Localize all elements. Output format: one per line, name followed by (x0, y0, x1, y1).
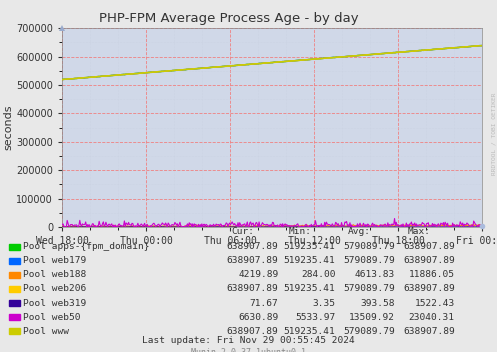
Text: Pool www: Pool www (23, 327, 70, 336)
Text: 3.35: 3.35 (313, 298, 335, 308)
Text: 393.58: 393.58 (361, 298, 395, 308)
Text: 519235.41: 519235.41 (284, 242, 335, 251)
Text: Pool web206: Pool web206 (23, 284, 86, 294)
Text: Cur:: Cur: (231, 227, 254, 236)
Text: 638907.89: 638907.89 (227, 242, 278, 251)
Text: Min:: Min: (288, 227, 311, 236)
Text: 579089.79: 579089.79 (343, 242, 395, 251)
Text: 638907.89: 638907.89 (403, 242, 455, 251)
Text: Pool web319: Pool web319 (23, 298, 86, 308)
Text: 5533.97: 5533.97 (295, 313, 335, 322)
Text: PHP-FPM Average Process Age - by day: PHP-FPM Average Process Age - by day (99, 12, 358, 25)
Text: Max:: Max: (408, 227, 430, 236)
Text: Munin 2.0.37-1ubuntu0.1: Munin 2.0.37-1ubuntu0.1 (191, 348, 306, 352)
Y-axis label: seconds: seconds (3, 105, 13, 150)
Text: Avg:: Avg: (348, 227, 371, 236)
Text: 638907.89: 638907.89 (227, 256, 278, 265)
Text: 4219.89: 4219.89 (238, 270, 278, 279)
Text: Last update: Fri Nov 29 00:55:45 2024: Last update: Fri Nov 29 00:55:45 2024 (142, 336, 355, 345)
Text: 638907.89: 638907.89 (227, 284, 278, 294)
Text: 284.00: 284.00 (301, 270, 335, 279)
Text: Pool web50: Pool web50 (23, 313, 81, 322)
Text: Pool apps-{fpm_domain}: Pool apps-{fpm_domain} (23, 242, 150, 251)
Text: 71.67: 71.67 (249, 298, 278, 308)
Text: 13509.92: 13509.92 (349, 313, 395, 322)
Text: 638907.89: 638907.89 (403, 327, 455, 336)
Text: 638907.89: 638907.89 (403, 256, 455, 265)
Text: 1522.43: 1522.43 (414, 298, 455, 308)
Text: 23040.31: 23040.31 (409, 313, 455, 322)
Text: 638907.89: 638907.89 (227, 327, 278, 336)
Text: 579089.79: 579089.79 (343, 256, 395, 265)
Text: 579089.79: 579089.79 (343, 284, 395, 294)
Text: 638907.89: 638907.89 (403, 284, 455, 294)
Text: 4613.83: 4613.83 (355, 270, 395, 279)
Text: 519235.41: 519235.41 (284, 327, 335, 336)
Text: Pool web188: Pool web188 (23, 270, 86, 279)
Text: RRDTOOL / TOBI OETIKER: RRDTOOL / TOBI OETIKER (491, 93, 496, 175)
Text: 11886.05: 11886.05 (409, 270, 455, 279)
Text: 519235.41: 519235.41 (284, 256, 335, 265)
Text: 579089.79: 579089.79 (343, 327, 395, 336)
Text: Pool web179: Pool web179 (23, 256, 86, 265)
Text: 519235.41: 519235.41 (284, 284, 335, 294)
Text: 6630.89: 6630.89 (238, 313, 278, 322)
